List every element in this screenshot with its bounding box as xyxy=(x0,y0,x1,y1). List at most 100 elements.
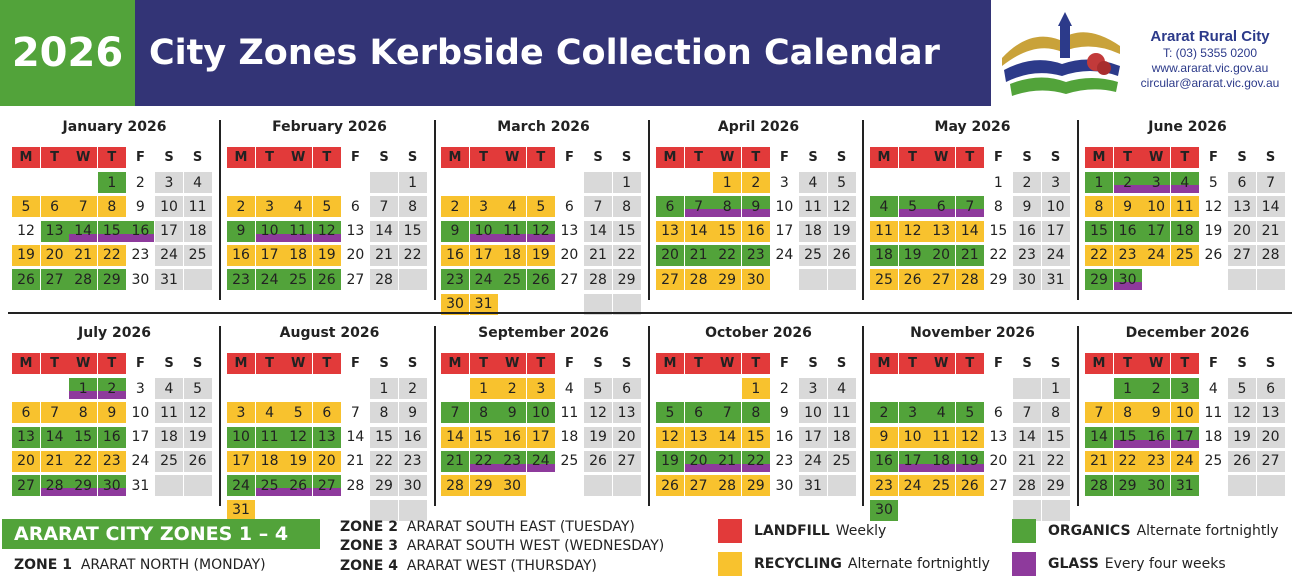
day-cell: 25 xyxy=(255,475,284,497)
weekday-header: T xyxy=(97,353,126,374)
month-divider xyxy=(648,326,650,506)
day-cell: 17 xyxy=(469,244,498,266)
day-cell: 14 xyxy=(1085,426,1113,448)
day-cell: 19 xyxy=(12,244,40,266)
day-cell: 5 xyxy=(584,378,612,399)
day-cell: 27 xyxy=(684,475,713,497)
day-cell: 21 xyxy=(1256,220,1285,242)
day-cell: 10 xyxy=(255,220,284,242)
day-cell: 4 xyxy=(498,196,527,218)
month-5: May 2026 M T W T F S S 1 2 3 4 5 6 7 8 9 10 11 12 13 14 15 16 17… xyxy=(870,117,1075,302)
day-cell: 21 xyxy=(1085,450,1113,472)
day-cell: 16 xyxy=(1113,220,1142,242)
day-cell: 23 xyxy=(398,450,427,472)
day-cell: 23 xyxy=(498,450,527,472)
day-cell: 26 xyxy=(183,450,212,472)
weekday-header: W xyxy=(284,353,313,374)
empty-weekend-cell xyxy=(612,475,641,497)
day-cell: 27 xyxy=(1256,450,1285,472)
day-cell: 12 xyxy=(955,426,984,448)
weekday-header: T xyxy=(898,353,927,374)
day-cell: 3 xyxy=(469,196,498,218)
weekday-header: S xyxy=(192,150,203,165)
weekday-header: M xyxy=(870,353,898,374)
day-cell: 12 xyxy=(1228,402,1256,424)
day-cell: 22 xyxy=(713,244,742,266)
day-cell: 11 xyxy=(255,426,284,448)
weekday-header: T xyxy=(955,147,984,168)
day-cell: 12 xyxy=(898,220,927,242)
month-4: April 2026 M T W T F S S 1 2 3 4 5 6 7 8 9 10 11 12 13 14 15 16… xyxy=(656,117,861,302)
zone-1-label: ZONE 1 xyxy=(14,557,72,573)
day-cell: 18 xyxy=(155,426,183,448)
day-cell: 12 xyxy=(827,196,856,218)
weekday-header: W xyxy=(498,147,527,168)
day-cell: 19 xyxy=(898,244,927,266)
day-cell: 10 xyxy=(775,198,794,215)
day-cell: 13 xyxy=(560,223,579,240)
weekday-header: F xyxy=(1208,150,1218,165)
month-title: November 2026 xyxy=(910,325,1035,341)
day-cell: 4 xyxy=(870,196,898,218)
weekday-header: M xyxy=(12,353,40,374)
day-cell: 5 xyxy=(183,378,212,399)
day-cell: 20 xyxy=(1256,426,1285,448)
day-cell: 21 xyxy=(584,244,612,266)
weekday-header: S xyxy=(407,150,418,165)
day-cell: 19 xyxy=(1228,426,1256,448)
day-cell: 31 xyxy=(227,499,255,521)
day-cell: 28 xyxy=(1085,475,1113,497)
day-cell: 3 xyxy=(799,378,827,399)
day-cell: 13 xyxy=(346,223,365,240)
day-cell: 4 xyxy=(183,172,212,193)
council-email[interactable]: circular@ararat.vic.gov.au xyxy=(1140,76,1280,90)
day-cell: 14 xyxy=(684,220,713,242)
landfill-frequency: Weekly xyxy=(835,523,887,539)
day-cell: 27 xyxy=(12,475,40,497)
day-cell: 18 xyxy=(870,244,898,266)
day-cell: 1 xyxy=(741,378,770,399)
empty-weekend-cell xyxy=(584,172,612,193)
day-cell: 31 xyxy=(469,293,498,315)
day-cell: 8 xyxy=(612,196,641,218)
day-cell: 8 xyxy=(1113,402,1142,424)
day-cell: 15 xyxy=(469,426,498,448)
day-cell: 6 xyxy=(564,198,574,215)
day-cell: 1 xyxy=(69,378,98,399)
empty-weekend-cell xyxy=(370,172,398,193)
weekday-header: T xyxy=(255,147,284,168)
weekday-header: M xyxy=(656,147,684,168)
weekday-header: W xyxy=(713,147,742,168)
day-cell: 3 xyxy=(155,172,183,193)
day-cell: 1 xyxy=(1113,378,1142,399)
weekday-header: M xyxy=(656,353,684,374)
council-website[interactable]: www.ararat.vic.gov.au xyxy=(1151,61,1269,75)
day-cell: 29 xyxy=(989,271,1008,288)
day-cell: 18 xyxy=(284,244,313,266)
day-cell: 29 xyxy=(741,475,770,497)
day-cell: 18 xyxy=(827,426,856,448)
empty-weekend-cell xyxy=(398,269,427,291)
day-cell: 27 xyxy=(346,271,365,288)
day-cell: 24 xyxy=(775,247,794,264)
month-title: July 2026 xyxy=(78,325,151,341)
day-cell: 11 xyxy=(1170,196,1199,218)
day-cell: 6 xyxy=(656,196,684,218)
month-title: December 2026 xyxy=(1125,325,1250,341)
page-title: City Zones Kerbside Collection Calendar xyxy=(135,0,991,106)
day-cell: 1 xyxy=(398,172,427,193)
weekday-header: M xyxy=(1085,353,1113,374)
day-cell: 17 xyxy=(898,450,927,472)
day-cell: 24 xyxy=(526,450,555,472)
legend-glass: GLASS Every four weeks xyxy=(1012,552,1226,576)
day-cell: 9 xyxy=(1013,196,1041,218)
day-cell: 29 xyxy=(69,475,98,497)
weekday-header: S xyxy=(621,356,632,371)
day-cell: 7 xyxy=(713,402,742,424)
day-cell: 7 xyxy=(40,402,69,424)
day-cell: 4 xyxy=(1208,380,1218,397)
council-name: Ararat Rural City xyxy=(1150,28,1270,45)
month-1: January 2026 M T W T F S S 1 2 3 4 5 6 7 8 9 10 11 12 13 14 15… xyxy=(12,117,217,302)
day-cell: 28 xyxy=(441,475,469,497)
day-cell: 16 xyxy=(741,220,770,242)
